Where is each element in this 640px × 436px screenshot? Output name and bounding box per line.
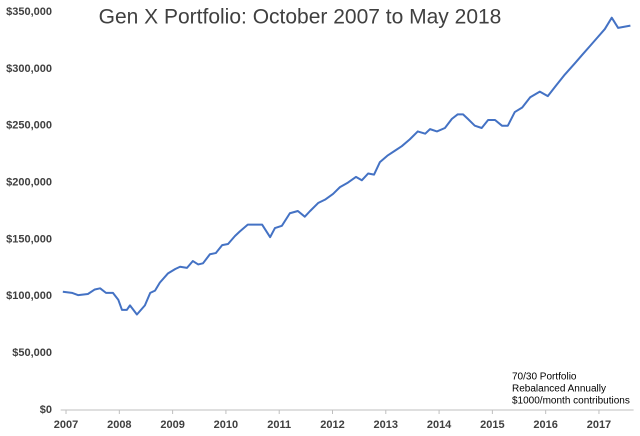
line-series (62, 16, 631, 316)
chart-title: Gen X Portfolio: October 2007 to May 201… (99, 6, 502, 29)
annotation: Rebalanced Annually (512, 384, 606, 395)
annotation: 70/30 Portfolio (512, 372, 577, 383)
y-tick-label: $350,000 (6, 6, 52, 18)
y-tick-label: $50,000 (12, 347, 52, 359)
x-tick-label: 2009 (160, 419, 184, 431)
annotation: $1000/month contributions (512, 396, 630, 407)
x-tick-label: 2017 (587, 419, 611, 431)
y-tick-label: $200,000 (6, 176, 52, 188)
y-tick-label: $300,000 (6, 63, 52, 75)
x-tick-label: 2011 (267, 419, 291, 431)
y-tick-label: $100,000 (6, 290, 52, 302)
x-tick-label: 2013 (374, 419, 398, 431)
x-tick-label: 2007 (54, 419, 78, 431)
x-tick-label: 2008 (107, 419, 131, 431)
y-tick-label: $0 (40, 404, 52, 416)
y-tick-label: $150,000 (6, 233, 52, 245)
x-tick-label: 2010 (214, 419, 238, 431)
x-tick-label: 2012 (320, 419, 344, 431)
y-tick-label: $250,000 (6, 120, 52, 132)
x-tick-label: 2015 (480, 419, 504, 431)
x-tick-label: 2014 (427, 419, 452, 431)
x-tick-label: 2016 (533, 419, 557, 431)
